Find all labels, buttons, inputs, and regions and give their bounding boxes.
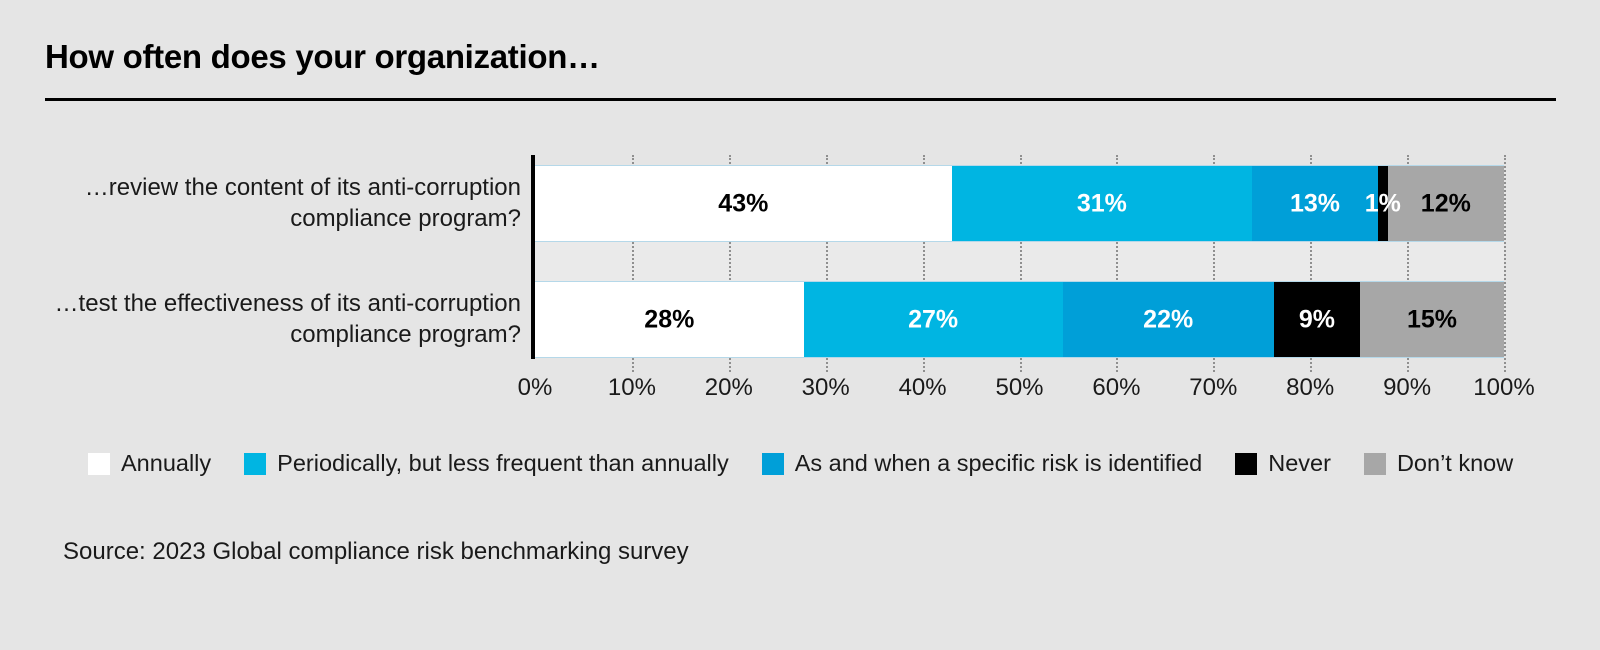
legend-item: Annually	[88, 450, 211, 477]
gridline	[1310, 155, 1313, 372]
legend-item: As and when a specific risk is identifie…	[761, 450, 1203, 477]
bar-segment-as-and-when-a-specific-risk-is-identified: 13%	[1252, 166, 1378, 241]
bar-segment-don-t-know: 15%	[1360, 282, 1504, 357]
segment-value-label: 9%	[1298, 305, 1335, 333]
title-underline	[45, 98, 1556, 101]
bar-segment-as-and-when-a-specific-risk-is-identified: 22%	[1062, 282, 1274, 357]
gridline	[728, 155, 731, 372]
stacked-bar: 28% 27% 22% 9% 15%	[535, 281, 1504, 358]
x-tick-label: 60%	[1092, 374, 1141, 401]
y-axis-line	[531, 155, 535, 359]
bar-segment-never: 9%	[1273, 282, 1361, 357]
x-tick-label: 40%	[898, 374, 947, 401]
gridline	[631, 155, 634, 372]
x-tick-label: 90%	[1383, 374, 1432, 401]
segment-value-label: 43%	[718, 189, 769, 217]
legend-label: As and when a specific risk is identifie…	[794, 450, 1203, 476]
x-tick-label: 70%	[1189, 374, 1238, 401]
plot-area: 43% 31% 13% 1% 12% 28% 27% 22% 9% 15% 0% 10% 20% 30%…	[518, 155, 1535, 405]
x-tick-label: 20%	[704, 374, 753, 401]
legend-swatch-icon	[244, 452, 267, 475]
x-tick-label: 10%	[607, 374, 656, 401]
category-label: …test the effectiveness of its anti-corr…	[54, 290, 521, 348]
legend-item: Don’t know	[1363, 450, 1514, 477]
gridline	[1116, 155, 1119, 372]
segment-value-label: 31%	[1076, 189, 1127, 217]
legend-item: Never	[1235, 450, 1331, 477]
legend-label: Never	[1268, 450, 1331, 476]
bar-segment-annually: 43%	[535, 166, 952, 241]
legend-label: Annually	[121, 450, 212, 476]
bar-segment-periodically-but-less-frequent-than-annually: 27%	[803, 282, 1063, 357]
legend-label: Periodically, but less frequent than ann…	[277, 450, 729, 476]
segment-value-label: 22%	[1143, 305, 1194, 333]
bar-segment-periodically-but-less-frequent-than-annually: 31%	[951, 166, 1253, 241]
stacked-bar: 43% 31% 13% 1% 12%	[535, 165, 1504, 242]
legend-label: Don’t know	[1396, 450, 1514, 476]
bar-segment-don-t-know: 12%	[1387, 166, 1504, 241]
gridline	[1213, 155, 1216, 372]
x-tick-label: 30%	[801, 374, 850, 401]
gridline	[825, 155, 828, 372]
category-label: …review the content of its anti-corrupti…	[84, 174, 521, 232]
legend-swatch-icon	[1235, 452, 1258, 475]
legend-swatch-icon	[88, 452, 110, 475]
x-tick-label: 80%	[1286, 374, 1335, 401]
gridline	[1019, 155, 1022, 372]
x-tick-label: 0%	[517, 374, 553, 401]
bar-segment-never: 1%	[1365, 166, 1401, 241]
gridline	[1504, 155, 1506, 372]
bar-segment-annually: 28%	[535, 282, 804, 357]
legend-swatch-icon	[1363, 452, 1386, 475]
chart-title: How often does your organization…	[45, 38, 600, 75]
segment-value-label: 13%	[1289, 189, 1341, 217]
legend-item: Periodically, but less frequent than ann…	[244, 450, 729, 477]
segment-value-label: 27%	[908, 305, 959, 333]
source-note: Source: 2023 Global compliance risk benc…	[63, 538, 689, 565]
gridline	[922, 155, 925, 372]
segment-value-label: 1%	[1364, 189, 1401, 217]
x-tick-label: 50%	[995, 374, 1044, 401]
gridline	[1407, 155, 1410, 372]
x-tick-label: 100%	[1473, 374, 1535, 401]
segment-value-label: 15%	[1406, 305, 1458, 333]
segment-value-label: 12%	[1420, 189, 1471, 217]
segment-value-label: 28%	[644, 305, 695, 333]
legend-swatch-icon	[761, 452, 784, 475]
legend: Annually Periodically, but less frequent …	[88, 450, 1513, 477]
